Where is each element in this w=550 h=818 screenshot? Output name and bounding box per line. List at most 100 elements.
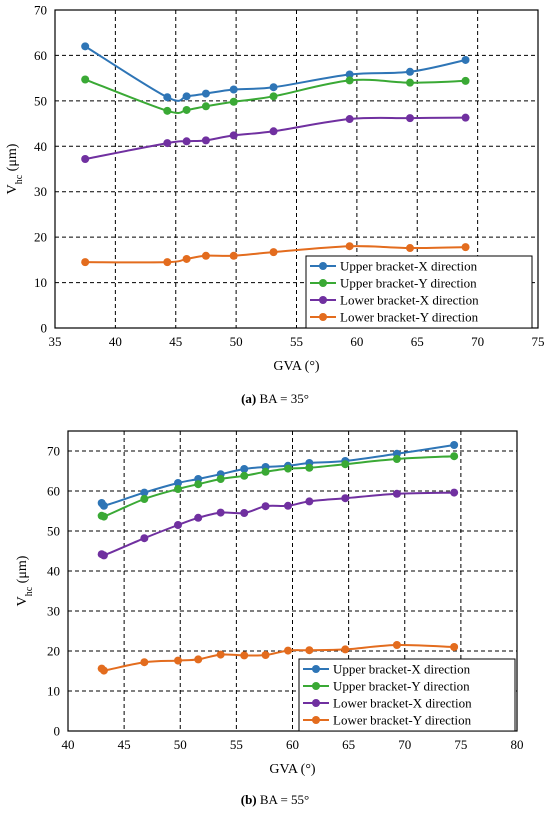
data-point: [99, 551, 108, 560]
y-tick-label: 0: [41, 321, 48, 336]
chart-b: 40 45 50 55 60 65 70 75 80 0 10 20 30 40 50 60 70 GVA (°)…: [15, 430, 524, 807]
legend-swatch-marker: [312, 682, 320, 690]
data-point: [174, 485, 183, 493]
data-point: [229, 97, 238, 106]
data-point: [406, 114, 415, 123]
data-point: [406, 244, 415, 253]
legend-swatch-marker: [319, 279, 327, 287]
caption-text: BA = 35°: [256, 391, 309, 406]
data-point: [140, 488, 149, 497]
data-point: [182, 254, 191, 263]
data-point: [261, 502, 270, 511]
data-point: [450, 488, 459, 497]
y-tick-label: 40: [47, 564, 60, 579]
series-2: [81, 75, 470, 115]
series-line: [99, 455, 455, 519]
data-point: [216, 650, 225, 659]
data-point: [194, 655, 203, 664]
legend-box: [298, 658, 516, 732]
data-point: [261, 651, 270, 659]
y-tick-label: 30: [47, 604, 60, 619]
data-point: [201, 102, 210, 111]
y-tick-label: 70: [47, 444, 60, 459]
data-point: [406, 78, 415, 87]
x-tick-label: 80: [511, 737, 524, 752]
y-tick-label: 60: [47, 484, 60, 499]
data-point: [261, 467, 270, 476]
y-axis-label: Vhc (μm): [5, 143, 25, 194]
figure-caption: (a) BA = 35°: [241, 391, 309, 406]
legend-swatch-marker: [319, 296, 327, 304]
y-tick-label: 50: [47, 524, 60, 539]
x-tick-label: 75: [454, 737, 467, 752]
data-point: [450, 441, 459, 449]
data-point: [345, 242, 354, 251]
legend-entry: Upper bracket-X direction: [333, 662, 471, 677]
data-point: [269, 92, 278, 101]
series-4: [97, 641, 459, 675]
data-point: [99, 501, 108, 510]
legend: Upper bracket-X direction Upper bracket-Y…: [298, 658, 516, 732]
legend-entry: Upper bracket-X direction: [340, 259, 478, 274]
series-1: [81, 42, 470, 102]
data-point: [201, 136, 210, 145]
data-point: [163, 106, 172, 115]
series-line: [99, 491, 455, 558]
legend-entry: Upper bracket-Y direction: [340, 276, 477, 291]
data-point: [182, 137, 191, 146]
y-axis-label-main: V: [15, 596, 30, 606]
data-point: [269, 127, 278, 136]
legend-entry: Lower bracket-X direction: [340, 293, 479, 308]
y-tick-label: 0: [54, 724, 61, 739]
x-tick-label: 45: [118, 737, 131, 752]
caption-text: BA = 55°: [257, 792, 310, 807]
data-point: [140, 534, 149, 543]
y-tick-label: 10: [34, 275, 47, 290]
legend-entry: Lower bracket-Y direction: [333, 713, 472, 728]
data-point: [392, 455, 401, 463]
y-tick-label: 20: [47, 644, 60, 659]
data-point: [140, 495, 149, 503]
data-point: [229, 85, 238, 94]
y-axis-label-sub: hc: [24, 586, 35, 596]
data-point: [269, 248, 278, 257]
series-4: [81, 242, 470, 267]
data-point: [284, 501, 293, 510]
x-tick-label: 40: [62, 737, 75, 752]
data-point: [240, 651, 249, 660]
x-tick-label: 70: [398, 737, 411, 752]
data-point: [240, 465, 249, 473]
data-point: [269, 83, 278, 92]
x-tick-label: 35: [49, 334, 62, 349]
data-point: [174, 479, 183, 487]
data-point: [81, 42, 90, 51]
data-point: [450, 643, 459, 651]
data-point: [201, 89, 210, 98]
data-point: [345, 115, 354, 124]
caption-label: (a): [241, 391, 256, 406]
x-tick-label: 60: [286, 737, 299, 752]
legend-swatch-marker: [312, 716, 320, 724]
y-tick-label: 70: [34, 3, 47, 18]
y-tick-label: 20: [34, 230, 47, 245]
data-point: [284, 646, 293, 655]
data-point: [140, 658, 149, 667]
data-point: [216, 508, 225, 517]
y-axis-label-unit: (μm): [5, 143, 20, 175]
x-tick-label: 40: [109, 334, 122, 349]
x-tick-label: 55: [290, 334, 303, 349]
legend-swatch-marker: [312, 665, 320, 673]
data-point: [406, 67, 415, 76]
x-tick-label: 65: [342, 737, 355, 752]
data-point: [240, 509, 249, 517]
legend-swatch-marker: [312, 699, 320, 707]
y-axis-label-sub: hc: [14, 174, 25, 184]
data-point: [284, 464, 293, 473]
data-point: [194, 513, 203, 522]
data-point: [461, 55, 470, 64]
series-line: [99, 444, 455, 508]
data-point: [201, 251, 210, 260]
data-point: [163, 258, 172, 267]
x-tick-label: 65: [411, 334, 424, 349]
